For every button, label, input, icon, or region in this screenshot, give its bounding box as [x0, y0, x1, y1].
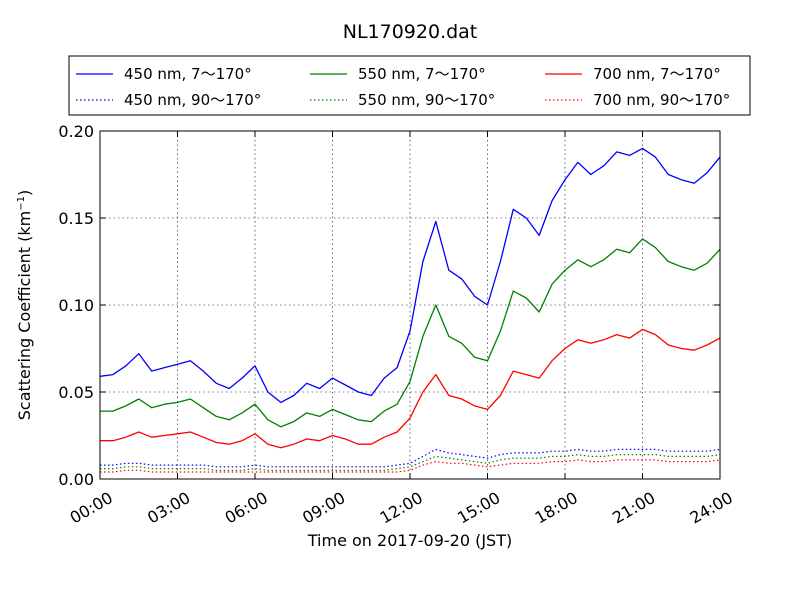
x-tick-label: 03:00: [144, 488, 193, 528]
x-tick-label: 06:00: [222, 488, 271, 528]
legend-frame: [68, 55, 751, 116]
legend-entry-label: 550 nm, 90～170°: [358, 91, 495, 109]
x-tick-label: 15:00: [454, 488, 503, 528]
x-axis-label: Time on 2017-09-20 (JST): [307, 531, 512, 550]
y-axis-label: Scattering Coefficient (km−1): [15, 190, 34, 421]
x-tick-label: 21:00: [609, 488, 658, 528]
y-axis-label-superscript: −1: [16, 196, 27, 211]
x-tick-label: 12:00: [377, 488, 426, 528]
y-tick-label: 0.05: [58, 383, 94, 402]
y-tick-label: 0.20: [58, 122, 94, 141]
x-tick-label: 24:00: [687, 488, 736, 528]
grid: [99, 130, 721, 480]
legend-entry-label: 550 nm, 7～170°: [358, 65, 486, 83]
x-tick-label: 00:00: [67, 488, 116, 528]
legend-entry-label: 450 nm, 90～170°: [124, 91, 261, 109]
y-axis-label-main: Scattering Coefficient (km: [15, 211, 34, 421]
x-tick-label: 09:00: [299, 488, 348, 528]
legend-entry-label: 450 nm, 7～170°: [124, 65, 252, 83]
series-line: [100, 328, 721, 449]
series-line: [100, 238, 721, 428]
y-tick-label: 0.00: [58, 470, 94, 489]
series-line: [100, 459, 721, 473]
axis-ticks: [99, 130, 721, 480]
chart-title: NL170920.dat: [343, 21, 478, 43]
y-tick-label: 0.10: [58, 296, 94, 315]
legend-entry-label: 700 nm, 90～170°: [593, 91, 730, 109]
y-axis-label-close: ): [15, 190, 34, 196]
y-tick-label: 0.15: [58, 209, 94, 228]
y-tick-labels: 0.00 0.05 0.10 0.15 0.20: [58, 122, 94, 489]
legend: 450 nm, 7～170° 450 nm, 90～170° 550 nm, 7～1…: [68, 55, 751, 116]
legend-entry-label: 700 nm, 7～170°: [593, 65, 721, 83]
series-line: [99, 147, 721, 404]
x-tick-labels: 00:00 03:00 06:00 09:00 12:00 15:00 18:00 21:00…: [67, 488, 736, 528]
series-line: [100, 454, 721, 471]
plot-series: [99, 147, 721, 473]
x-tick-label: 18:00: [532, 488, 581, 528]
